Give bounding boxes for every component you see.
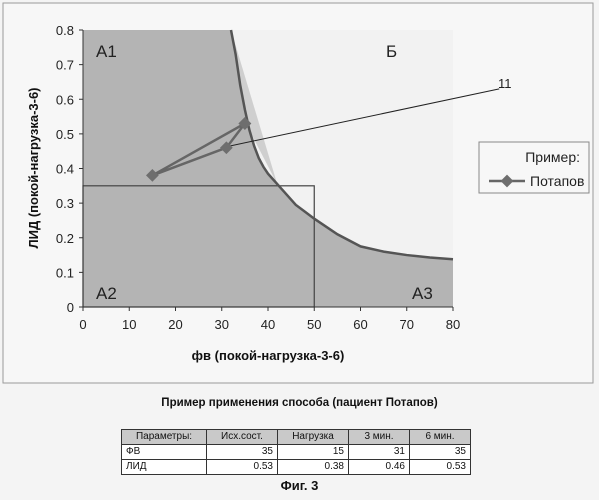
chart-svg: 0 10 20 30 40 50 60 70 80 0 0.1 0.2 0.3 0.4 0.5 0.6 0.7 0…	[0, 0, 599, 388]
table-header-row: Параметры: Исх.сост. Нагрузка 3 мин. 6 м…	[122, 430, 471, 445]
y-tick-label: 0.7	[56, 58, 74, 73]
table-cell: 35	[410, 445, 471, 460]
figure-caption: Пример применения способа (пациент Потап…	[0, 397, 599, 409]
table-cell: 0.53	[207, 460, 278, 475]
table-cell: ЛИД	[122, 460, 207, 475]
y-tick-label: 0.6	[56, 92, 74, 107]
x-tick-label: 60	[353, 317, 367, 332]
table-row: ЛИД 0.53 0.38 0.46 0.53	[122, 460, 471, 475]
y-tick-label: 0.2	[56, 231, 74, 246]
x-tick-label: 20	[168, 317, 182, 332]
figure-label: Фиг. 3	[0, 478, 599, 493]
table-cell: 15	[278, 445, 349, 460]
plot-area	[83, 30, 453, 307]
y-tick-label: 0.8	[56, 23, 74, 38]
table-cell: 0.38	[278, 460, 349, 475]
x-tick-label: 0	[79, 317, 86, 332]
table-cell: 35	[207, 445, 278, 460]
y-axis-title: ЛИД (покой-нагрузка-3-6)	[26, 87, 41, 248]
table-header: Нагрузка	[278, 430, 349, 445]
data-table: Параметры: Исх.сост. Нагрузка 3 мин. 6 м…	[121, 429, 471, 475]
x-tick-label: 80	[446, 317, 460, 332]
region-label-a2: А2	[96, 284, 117, 303]
y-tick-label: 0.4	[56, 162, 74, 177]
y-tick-label: 0	[67, 300, 74, 315]
x-tick-label: 10	[122, 317, 136, 332]
region-label-b: Б	[386, 42, 397, 61]
region-label-a1: А1	[96, 42, 117, 61]
x-tick-label: 70	[400, 317, 414, 332]
table-header: 3 мин.	[349, 430, 410, 445]
table-header: 6 мин.	[410, 430, 471, 445]
legend-series-name: Потапов	[530, 173, 584, 189]
annotation-label: 11	[498, 76, 512, 91]
x-tick-label: 50	[307, 317, 321, 332]
legend: Пример: Потапов	[479, 142, 589, 193]
y-tick-label: 0.1	[56, 265, 74, 280]
table-cell: 0.53	[410, 460, 471, 475]
y-tick-label: 0.3	[56, 196, 74, 211]
legend-title: Пример:	[525, 149, 580, 165]
region-label-a3: А3	[412, 284, 433, 303]
y-tick-label: 0.5	[56, 127, 74, 142]
chart-figure: 0 10 20 30 40 50 60 70 80 0 0.1 0.2 0.3 0.4 0.5 0.6 0.7 0…	[0, 0, 599, 388]
table-row: ФВ 35 15 31 35	[122, 445, 471, 460]
table-cell: 0.46	[349, 460, 410, 475]
x-tick-label: 40	[261, 317, 275, 332]
table-cell: ФВ	[122, 445, 207, 460]
table-header: Параметры:	[122, 430, 207, 445]
x-axis-title: фв (покой-нагрузка-3-6)	[192, 348, 345, 363]
table-cell: 31	[349, 445, 410, 460]
table-header: Исх.сост.	[207, 430, 278, 445]
x-tick-label: 30	[215, 317, 229, 332]
